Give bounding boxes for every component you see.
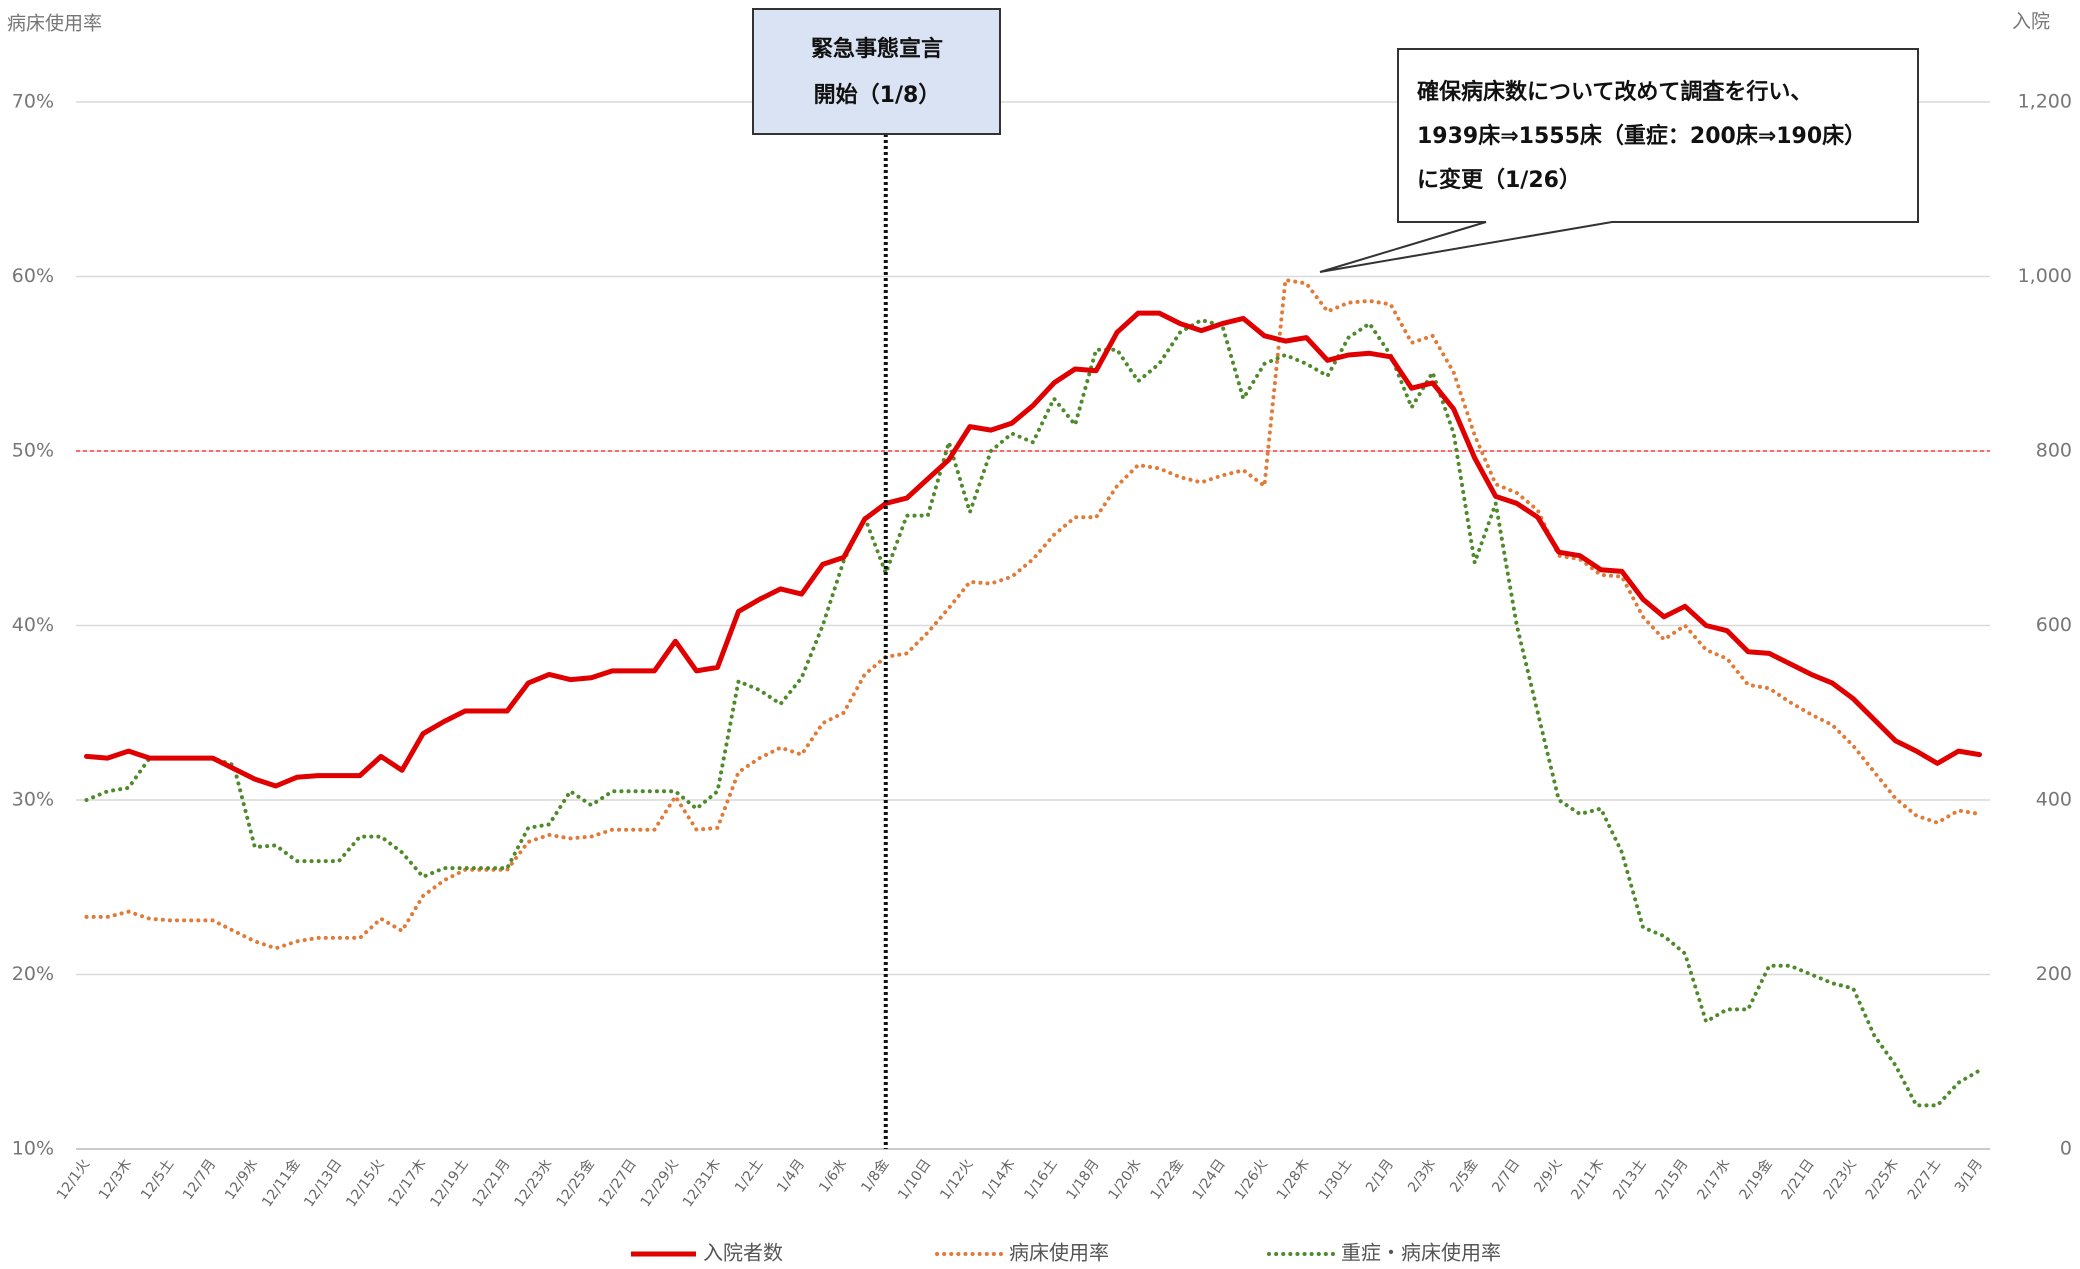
legend-label: 重症・病床使用率 xyxy=(1341,1241,1501,1265)
y2-tick-label: 200 xyxy=(2036,963,2072,985)
callout-box xyxy=(1319,48,1919,273)
y-tick-label: 20% xyxy=(12,963,54,985)
series-line xyxy=(84,318,1982,1108)
event-text: 緊急事態宣言 xyxy=(811,36,943,62)
callout-text: に変更（1/26） xyxy=(1417,167,1581,193)
y2-axis-title: 入院 xyxy=(2012,11,2050,33)
y2-tick-label: 600 xyxy=(2036,614,2072,636)
y2-tick-label: 800 xyxy=(2036,440,2072,462)
y-tick-label: 50% xyxy=(12,440,54,462)
series-line xyxy=(84,278,1982,951)
event-text: 開始（1/8） xyxy=(814,82,941,108)
y-axis-title: 病床使用率 xyxy=(7,13,102,35)
event-box xyxy=(752,8,1001,135)
y-tick-label: 10% xyxy=(12,1138,54,1160)
legend-label: 入院者数 xyxy=(703,1241,783,1265)
callout-text: 1939床⇒1555床（重症：200床⇒190床） xyxy=(1417,123,1866,149)
y-tick-label: 70% xyxy=(12,91,54,113)
y2-tick-label: 1,000 xyxy=(2018,265,2072,287)
legend-label: 病床使用率 xyxy=(1009,1241,1109,1265)
series-line xyxy=(84,310,1982,789)
y2-tick-label: 1,200 xyxy=(2018,91,2072,113)
callout-text: 確保病床数について改めて調査を行い、 xyxy=(1417,79,1812,105)
y2-tick-label: 400 xyxy=(2036,789,2072,811)
y-tick-label: 40% xyxy=(12,614,54,636)
y-tick-label: 60% xyxy=(12,265,54,287)
y2-tick-label: 0 xyxy=(2060,1138,2072,1160)
y-tick-label: 30% xyxy=(12,789,54,811)
